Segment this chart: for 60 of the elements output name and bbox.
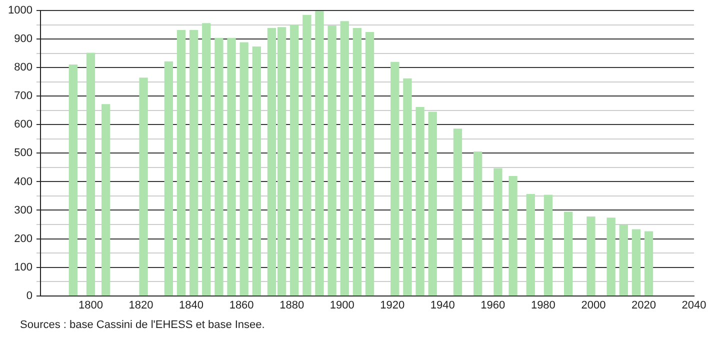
bar <box>644 231 654 296</box>
bar <box>544 194 553 296</box>
y-tick-label: 200 <box>14 232 32 245</box>
bar <box>68 64 78 296</box>
bar <box>526 194 535 296</box>
bar <box>428 112 437 296</box>
x-tick-label: 2040 <box>682 299 706 312</box>
bar <box>202 23 211 296</box>
bar <box>328 26 336 296</box>
x-tick-label: 1820 <box>128 299 154 312</box>
bar <box>302 14 312 296</box>
bar <box>352 28 362 296</box>
bar <box>240 42 248 296</box>
bar <box>632 229 641 296</box>
bar <box>508 176 518 296</box>
bar <box>365 32 374 296</box>
y-tick-label: 300 <box>14 204 32 216</box>
y-tick-label: 700 <box>14 90 32 102</box>
bar <box>403 78 412 296</box>
bar <box>606 218 616 296</box>
bar <box>494 168 502 296</box>
y-tick-label: 1000 <box>8 4 32 17</box>
y-tick-label: 400 <box>14 176 32 188</box>
x-tick-label: 1900 <box>330 299 354 312</box>
y-tick-label: 600 <box>14 118 32 131</box>
x-tick-label: 1840 <box>179 299 204 312</box>
bar <box>86 52 96 296</box>
bar <box>176 30 186 296</box>
x-tick-label: 1860 <box>229 299 254 312</box>
bar <box>474 151 482 296</box>
bar <box>164 61 173 296</box>
x-tick-label: 2020 <box>631 299 656 312</box>
bar <box>416 106 424 296</box>
bar <box>227 38 236 296</box>
bar <box>390 62 400 296</box>
bar <box>101 104 110 296</box>
y-tick-label: 800 <box>14 62 32 74</box>
y-tick-label: 0 <box>26 290 32 302</box>
bar <box>586 216 596 296</box>
y-tick-label: 500 <box>14 147 32 160</box>
y-tick-label: 900 <box>14 33 32 46</box>
y-tick-label: 100 <box>14 261 32 274</box>
bar <box>290 24 299 296</box>
x-tick-label: 1800 <box>78 299 103 312</box>
x-tick-label: 1920 <box>380 299 405 312</box>
bar <box>214 38 224 296</box>
x-tick-label: 2000 <box>581 299 606 312</box>
bar <box>139 78 148 296</box>
x-tick-label: 1940 <box>430 299 455 312</box>
x-tick-label: 1880 <box>280 299 304 312</box>
bar <box>252 46 261 296</box>
bar <box>340 21 349 296</box>
bar <box>189 30 198 296</box>
bar <box>315 11 324 296</box>
x-tick-label: 1980 <box>530 299 556 312</box>
source-note: Sources : base Cassini de l'EHESS et base Insee. <box>20 319 265 331</box>
x-tick-label: 1960 <box>480 299 506 312</box>
bar <box>619 225 628 296</box>
bar <box>453 128 462 296</box>
bar <box>564 212 573 296</box>
